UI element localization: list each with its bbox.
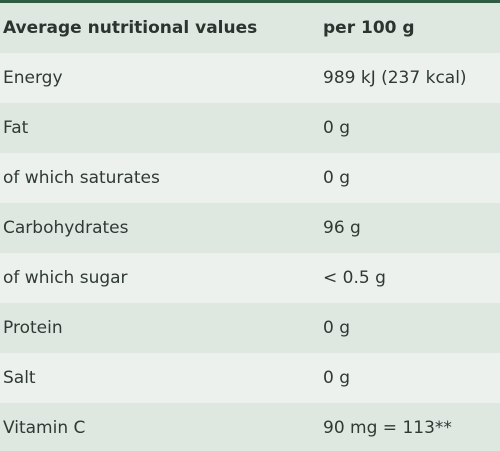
row-value: 90 mg = 113**	[323, 418, 452, 438]
table-row: Protein 0 g	[0, 303, 500, 353]
row-label: Energy	[3, 68, 63, 88]
table-header-row: Average nutritional values per 100 g	[0, 3, 500, 53]
table-row: of which saturates 0 g	[0, 153, 500, 203]
table-row: Energy 989 kJ (237 kcal)	[0, 53, 500, 103]
row-value: 0 g	[323, 318, 351, 338]
row-label: of which sugar	[3, 268, 128, 288]
row-label: Salt	[3, 368, 36, 388]
row-label: Protein	[3, 318, 63, 338]
table-row: Carbohydrates 96 g	[0, 203, 500, 253]
row-value: 0 g	[323, 368, 351, 388]
row-value: 989 kJ (237 kcal)	[323, 68, 467, 88]
table-row: of which sugar < 0.5 g	[0, 253, 500, 303]
row-value: 96 g	[323, 218, 361, 238]
table-row: Vitamin C 90 mg = 113**	[0, 403, 500, 451]
row-value: < 0.5 g	[323, 268, 386, 288]
row-label: Fat	[3, 118, 29, 138]
table-row: Salt 0 g	[0, 353, 500, 403]
row-value: 0 g	[323, 168, 351, 188]
row-value: 0 g	[323, 118, 351, 138]
table-row: Fat 0 g	[0, 103, 500, 153]
row-label: of which saturates	[3, 168, 160, 188]
header-value: per 100 g	[323, 18, 415, 38]
row-label: Carbohydrates	[3, 218, 129, 238]
row-label: Vitamin C	[3, 418, 86, 438]
header-label: Average nutritional values	[3, 18, 258, 38]
